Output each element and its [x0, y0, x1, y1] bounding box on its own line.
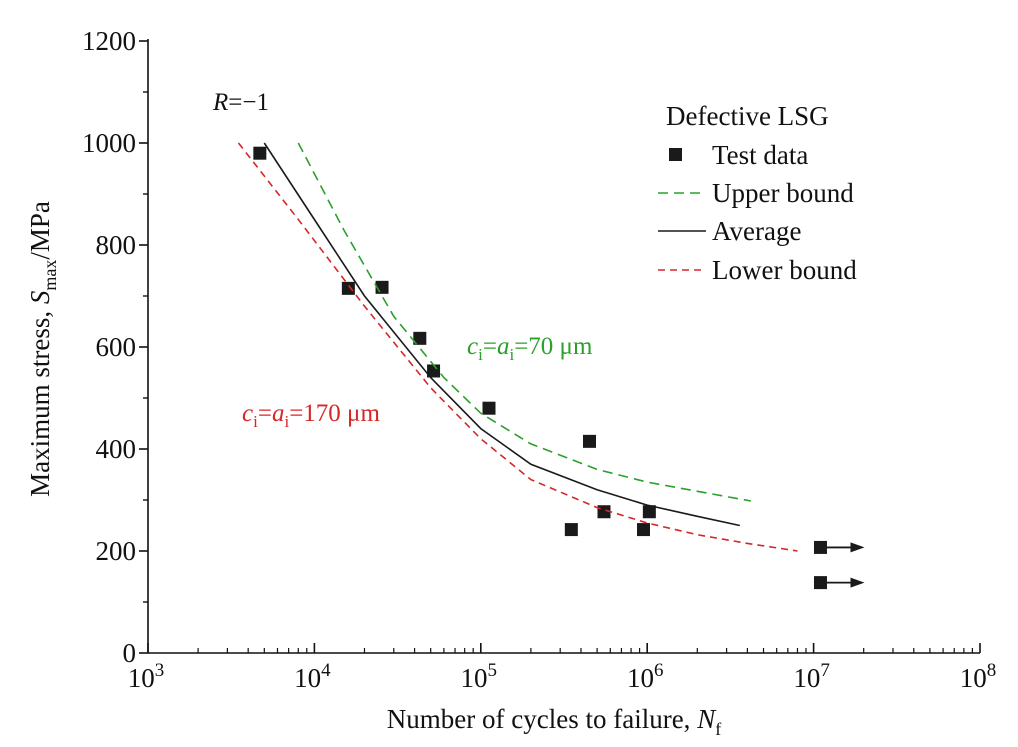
- runout-point: [813, 540, 827, 554]
- upper-bound-flaw-label-part: c: [467, 333, 478, 360]
- legend-entry-label: Test data: [712, 140, 808, 170]
- upper-bound-flaw-label: ci=ai=70 μm: [467, 333, 593, 364]
- x-tick-exponent: 6: [654, 660, 664, 681]
- x-tick-label: 107: [793, 660, 830, 693]
- y-axis-title-sub: max: [40, 260, 60, 291]
- x-tick-base: 10: [627, 663, 654, 693]
- stress-ratio-var: R: [212, 89, 228, 116]
- x-tick-label: 105: [461, 660, 498, 693]
- x-tick-exponent: 7: [820, 660, 830, 681]
- upper-bound-flaw-label-part: =70 μm: [514, 333, 593, 360]
- y-tick-label: 400: [96, 434, 137, 464]
- legend-entry-label: Upper bound: [712, 178, 854, 208]
- test-data-point: [564, 523, 578, 537]
- x-tick-exponent: 5: [488, 660, 498, 681]
- runout-arrow-head: [850, 542, 865, 553]
- test-data-point: [582, 434, 596, 448]
- y-axis-title-var: S: [25, 290, 55, 304]
- x-tick-exponent: 8: [987, 660, 997, 681]
- y-tick-label: 1000: [82, 128, 136, 158]
- legend-marker-test-data: [669, 148, 682, 161]
- x-axis-title-sub: f: [715, 719, 721, 739]
- y-tick-label: 1200: [82, 26, 136, 56]
- y-tick-label: 800: [96, 230, 137, 260]
- test-data-point: [636, 523, 650, 537]
- lower-bound-flaw-label-part: c: [242, 400, 253, 427]
- lower-bound-flaw-label: ci=ai=170 μm: [242, 400, 380, 431]
- x-axis-title-var: N: [696, 704, 717, 734]
- legend: Defective LSG Test data Upper bound Average…: [658, 101, 857, 285]
- y-tick-label: 0: [123, 638, 137, 668]
- test-data-point: [413, 331, 427, 345]
- y-tick-label: 200: [96, 536, 137, 566]
- upper-bound-flaw-label-part: =: [483, 333, 497, 360]
- lower-bound-flaw-label-part: i: [253, 412, 258, 431]
- x-tick-label: 103: [128, 660, 165, 693]
- lower-bound-flaw-label-part: a: [272, 400, 285, 427]
- series-layer: [237, 142, 865, 590]
- x-tick-base: 10: [793, 663, 820, 693]
- test-data-point: [253, 146, 267, 160]
- test-data-point: [341, 281, 355, 295]
- x-tick-base: 10: [960, 663, 987, 693]
- x-tick-label: 104: [294, 660, 331, 693]
- x-tick-base: 10: [128, 663, 155, 693]
- x-tick-base: 10: [461, 663, 488, 693]
- upper-bound-flaw-label-part: a: [497, 333, 510, 360]
- legend-entry-label: Average: [712, 216, 801, 246]
- legend-title: Defective LSG: [666, 101, 829, 131]
- x-tick-label: 108: [960, 660, 997, 693]
- x-tick-exponent: 3: [155, 660, 165, 681]
- axes: Number of cycles to failure, Nf Maximum s…: [25, 39, 980, 739]
- test-data-point: [482, 401, 496, 415]
- series-line-upper-bound: [297, 142, 752, 502]
- y-axis-title-prefix: Maximum stress,: [25, 304, 55, 497]
- stress-ratio-value: =−1: [228, 89, 269, 116]
- y-tick-label: 600: [96, 332, 137, 362]
- x-tick-exponent: 4: [321, 660, 331, 681]
- x-axis-title-text: Number of cycles to failure,: [387, 704, 697, 734]
- runout-arrow-head: [850, 577, 865, 588]
- stress-ratio-label: R=−1: [212, 89, 269, 116]
- x-tick-base: 10: [294, 663, 321, 693]
- legend-entry-label: Lower bound: [712, 255, 857, 285]
- upper-bound-flaw-label-part: i: [478, 345, 483, 364]
- x-axis-title: Number of cycles to failure, Nf: [387, 704, 721, 739]
- test-data-point: [642, 505, 656, 519]
- y-axis-title-suffix: /MPa: [25, 201, 55, 260]
- y-axis-title: Maximum stress, Smax/MPa: [25, 201, 60, 497]
- upper-bound-flaw-label-part: i: [509, 345, 514, 364]
- series-line-average: [263, 142, 740, 527]
- lower-bound-flaw-label-part: =170 μm: [289, 400, 380, 427]
- x-tick-label: 106: [627, 660, 664, 693]
- series-line-lower-bound: [237, 142, 798, 552]
- lower-bound-flaw-label-part: =: [258, 400, 272, 427]
- lower-bound-flaw-label-part: i: [284, 412, 289, 431]
- runout-point: [813, 576, 827, 590]
